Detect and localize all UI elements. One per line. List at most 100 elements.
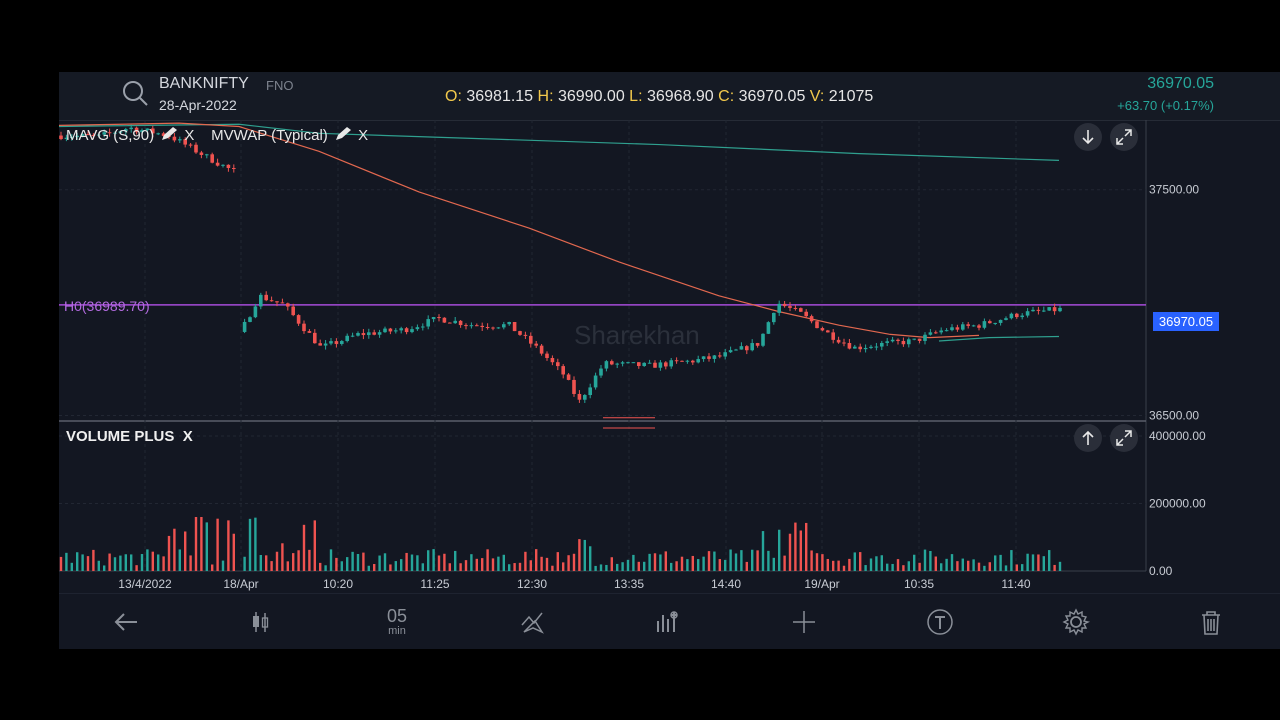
volume-bar <box>702 556 705 571</box>
candle <box>966 324 970 326</box>
candle <box>372 332 376 335</box>
price-tick-label: 36500.00 <box>1149 408 1199 422</box>
volume-bar <box>697 559 700 571</box>
indicators-button[interactable] <box>638 594 698 649</box>
candle <box>226 164 231 169</box>
candle <box>853 346 857 349</box>
interval-value: 05 <box>386 605 408 626</box>
delete-button[interactable] <box>1181 594 1241 649</box>
candle <box>205 154 209 156</box>
volume-bar <box>313 520 316 571</box>
drawing-tools-button[interactable] <box>503 594 563 649</box>
search-icon[interactable] <box>120 78 150 108</box>
candle <box>820 328 825 331</box>
candle <box>248 317 252 322</box>
volume-bar <box>346 557 349 571</box>
mavg-label[interactable]: MAVG (S,90) <box>66 127 155 144</box>
candle <box>615 363 619 365</box>
candle <box>777 303 781 313</box>
volume-bar <box>799 530 802 571</box>
volume-scroll-up-button[interactable] <box>1074 424 1102 452</box>
candle <box>97 134 101 136</box>
edit-mvwap-icon[interactable] <box>332 125 354 143</box>
volume-bar <box>729 549 732 571</box>
volume-bar <box>599 564 603 571</box>
mvwap-label[interactable]: MVWAP (Typical) <box>211 127 328 144</box>
candle <box>442 317 447 323</box>
volume-value: 21075 <box>828 88 874 105</box>
volume-bar <box>1048 550 1051 571</box>
volume-bar <box>664 551 667 571</box>
time-tick-label: 14:40 <box>711 577 741 591</box>
candle <box>680 360 684 362</box>
volume-bar <box>81 554 84 571</box>
volume-bar <box>761 531 765 571</box>
text-tool-button[interactable] <box>910 594 970 649</box>
candle <box>448 322 452 324</box>
volume-bar <box>826 558 829 571</box>
candle <box>593 375 598 388</box>
candle <box>194 144 198 153</box>
volume-bar <box>481 558 484 571</box>
candle <box>215 162 220 166</box>
candle <box>188 144 193 146</box>
volume-bar <box>902 565 905 571</box>
time-tick-label: 13:35 <box>614 577 644 591</box>
candle <box>232 168 236 170</box>
scroll-down-button[interactable] <box>1074 123 1102 151</box>
edit-mavg-icon[interactable] <box>158 125 180 143</box>
volume-tick-label: 0.00 <box>1149 564 1173 578</box>
candle <box>437 317 441 319</box>
crosshair-icon <box>793 610 815 633</box>
candle <box>793 307 798 309</box>
settings-button[interactable] <box>1046 594 1106 649</box>
high-label: H: <box>537 88 554 105</box>
volume-bar <box>842 565 846 571</box>
candle <box>664 362 668 367</box>
symbol-name[interactable]: BANKNIFTY <box>159 75 249 92</box>
close-label: C: <box>718 88 735 105</box>
remove-volume-button[interactable]: X <box>182 428 193 445</box>
chart-type-button[interactable] <box>231 594 291 649</box>
candle <box>842 342 846 344</box>
chart-app: BANKNIFTY FNO 28-Apr-2022 O: 36981.15 H:… <box>59 72 1280 649</box>
candle <box>847 343 852 349</box>
candle <box>1042 310 1046 312</box>
volume-bar <box>265 555 268 571</box>
hline-label[interactable]: H0(36989.70) <box>64 298 150 314</box>
expiry-date: 28-Apr-2022 <box>159 97 237 113</box>
volume-bar <box>869 558 873 571</box>
time-axis: 13/4/2022 18/Apr 10:20 11:25 12:30 13:35 14:40… <box>118 577 1031 591</box>
volume-bar <box>977 562 981 571</box>
indicator-lines <box>59 122 1146 429</box>
remove-mvwap-button[interactable]: X <box>358 127 369 144</box>
volume-title-label: VOLUME PLUS <box>66 428 175 445</box>
expand-chart-button[interactable] <box>1110 123 1138 151</box>
volume-bar <box>524 551 527 571</box>
volume-bar <box>972 559 975 571</box>
volume-expand-button[interactable] <box>1110 424 1138 452</box>
volume-bar <box>821 554 824 571</box>
time-tick-label: 19/Apr <box>804 577 839 591</box>
remove-mavg-button[interactable]: X <box>184 127 195 144</box>
volume-bar <box>567 555 570 571</box>
candle <box>426 319 430 327</box>
volume-bar <box>589 546 592 571</box>
candle <box>642 362 646 367</box>
volume-bar <box>383 553 387 571</box>
back-button[interactable] <box>96 594 156 649</box>
volume-bar <box>772 557 775 571</box>
candle <box>318 343 322 346</box>
candle <box>269 300 274 302</box>
volume-bar <box>378 555 381 571</box>
volume-bar <box>648 553 651 571</box>
candle <box>658 362 663 368</box>
volume-bar <box>232 533 235 571</box>
candle <box>739 346 744 350</box>
candle <box>183 139 187 145</box>
volume-bar <box>167 535 171 571</box>
interval-selector[interactable]: 05 min <box>367 594 427 649</box>
crosshair-button[interactable] <box>774 594 834 649</box>
volume-bar <box>788 533 792 571</box>
